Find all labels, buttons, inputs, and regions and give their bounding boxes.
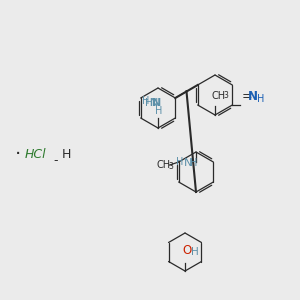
- Text: N: N: [248, 90, 258, 103]
- Text: H: H: [142, 96, 149, 106]
- Text: H: H: [145, 98, 153, 108]
- Text: 3: 3: [223, 91, 228, 100]
- Text: =: =: [241, 90, 252, 103]
- Text: N: N: [184, 158, 192, 168]
- Text: H: H: [190, 158, 197, 168]
- Text: H: H: [257, 94, 265, 104]
- Text: H: H: [176, 157, 183, 167]
- Text: H: H: [155, 106, 162, 116]
- Text: -: -: [53, 154, 58, 167]
- Text: N: N: [152, 98, 161, 108]
- Text: HCl: HCl: [25, 148, 46, 161]
- Text: N: N: [150, 98, 158, 108]
- Text: H: H: [191, 247, 199, 257]
- Text: 3: 3: [169, 162, 174, 171]
- Text: CH: CH: [157, 160, 171, 170]
- Text: O: O: [182, 244, 191, 257]
- Text: CH: CH: [212, 91, 226, 101]
- Text: H: H: [62, 148, 71, 161]
- Text: ·: ·: [15, 145, 21, 164]
